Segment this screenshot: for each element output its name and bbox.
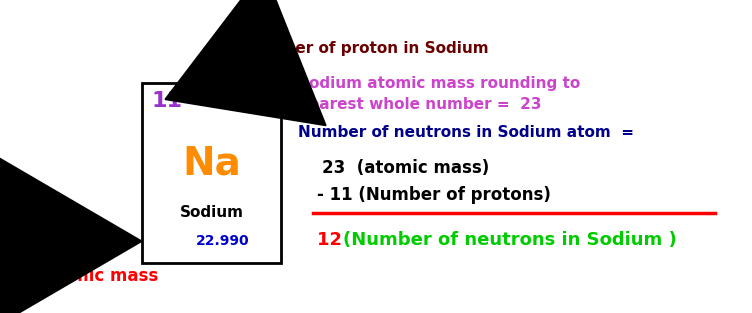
Text: nearest whole number =  23: nearest whole number = 23 bbox=[299, 97, 542, 112]
Text: Sodium: Sodium bbox=[180, 205, 244, 220]
Text: Sodium atomic mass rounding to: Sodium atomic mass rounding to bbox=[299, 76, 581, 91]
Text: Atomic mass: Atomic mass bbox=[39, 267, 159, 285]
Text: 23  (atomic mass): 23 (atomic mass) bbox=[322, 159, 490, 177]
Text: 12: 12 bbox=[317, 231, 349, 249]
Text: Na: Na bbox=[183, 145, 241, 183]
Text: 11: 11 bbox=[152, 91, 183, 111]
Bar bbox=[142, 83, 281, 263]
Text: Number of proton in Sodium: Number of proton in Sodium bbox=[245, 41, 489, 56]
Text: (Number of neutrons in Sodium ): (Number of neutrons in Sodium ) bbox=[343, 231, 677, 249]
Text: 22.990: 22.990 bbox=[196, 234, 250, 248]
Text: - 11 (Number of protons): - 11 (Number of protons) bbox=[317, 186, 551, 204]
Text: Number of neutrons in Sodium atom  =: Number of neutrons in Sodium atom = bbox=[299, 125, 635, 140]
